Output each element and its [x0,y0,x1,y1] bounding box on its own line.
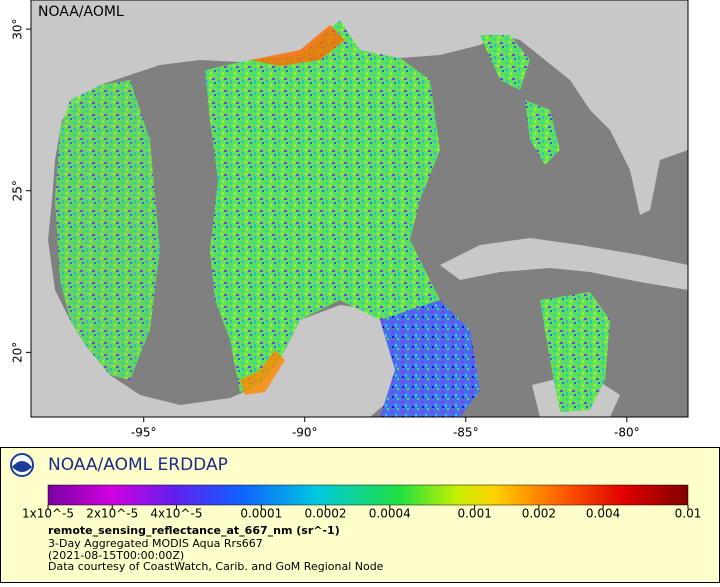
x-tick-label: -90° [292,426,318,440]
map-image [31,0,688,417]
coastal-high [240,350,285,395]
land [31,0,688,417]
colorbar-tick-label: 0.01 [675,507,702,521]
colorbar-tick-label: 0.0001 [240,507,282,521]
coastal-high [250,25,345,66]
colorbar-ticks: 1x10^-5 2x10^-5 4x10^-5 0.0001 0.0002 0.0004 0… [22,505,701,521]
colorbar-tick-label: 0.002 [522,507,556,521]
colorbar-tick-label: 1x10^-5 [22,507,74,521]
colorbar-tick-label: 0.004 [586,507,620,521]
cuba [440,238,688,290]
y-tick-label: 25° [11,180,25,201]
colorbar-tick-label: 0.0004 [369,507,411,521]
map-frame [30,0,689,418]
x-tick-label: -85° [453,426,479,440]
legend-panel [0,447,720,583]
data-swath [480,35,530,90]
data-swath [540,292,610,412]
colorbar [47,484,689,506]
x-tick-label: -80° [614,426,640,440]
x-tick-label: -95° [131,426,157,440]
data-swath [525,100,560,165]
info-line: 3-Day Aggregated MODIS Aqua Rrs667 [48,537,263,550]
info-line: Data courtesy of CoastWatch, Carib. and … [48,560,384,573]
data-swath [380,300,480,417]
colorbar-tick-label: 4x10^-5 [150,507,202,521]
colorbar-tick-label: 0.001 [457,507,491,521]
data-swath [55,80,160,380]
info-line: (2021-08-15T00:00:00Z) [48,549,184,562]
y-tick-label: 20° [11,342,25,363]
noaa-logo [10,453,34,477]
y-tick-label: 30° [11,18,25,39]
axes: -95° -90° -85° -80° 20° 25° 30° [11,18,640,439]
colorbar-tick-label: 0.0002 [305,507,347,521]
legend-title: NOAA/AOML ERDDAP [48,455,228,475]
colorbar-tick-label: 2x10^-5 [86,507,138,521]
watermark: NOAA/AOML [38,4,124,20]
variable-name: remote_sensing_reflectance_at_667_nm (sr… [48,524,340,537]
